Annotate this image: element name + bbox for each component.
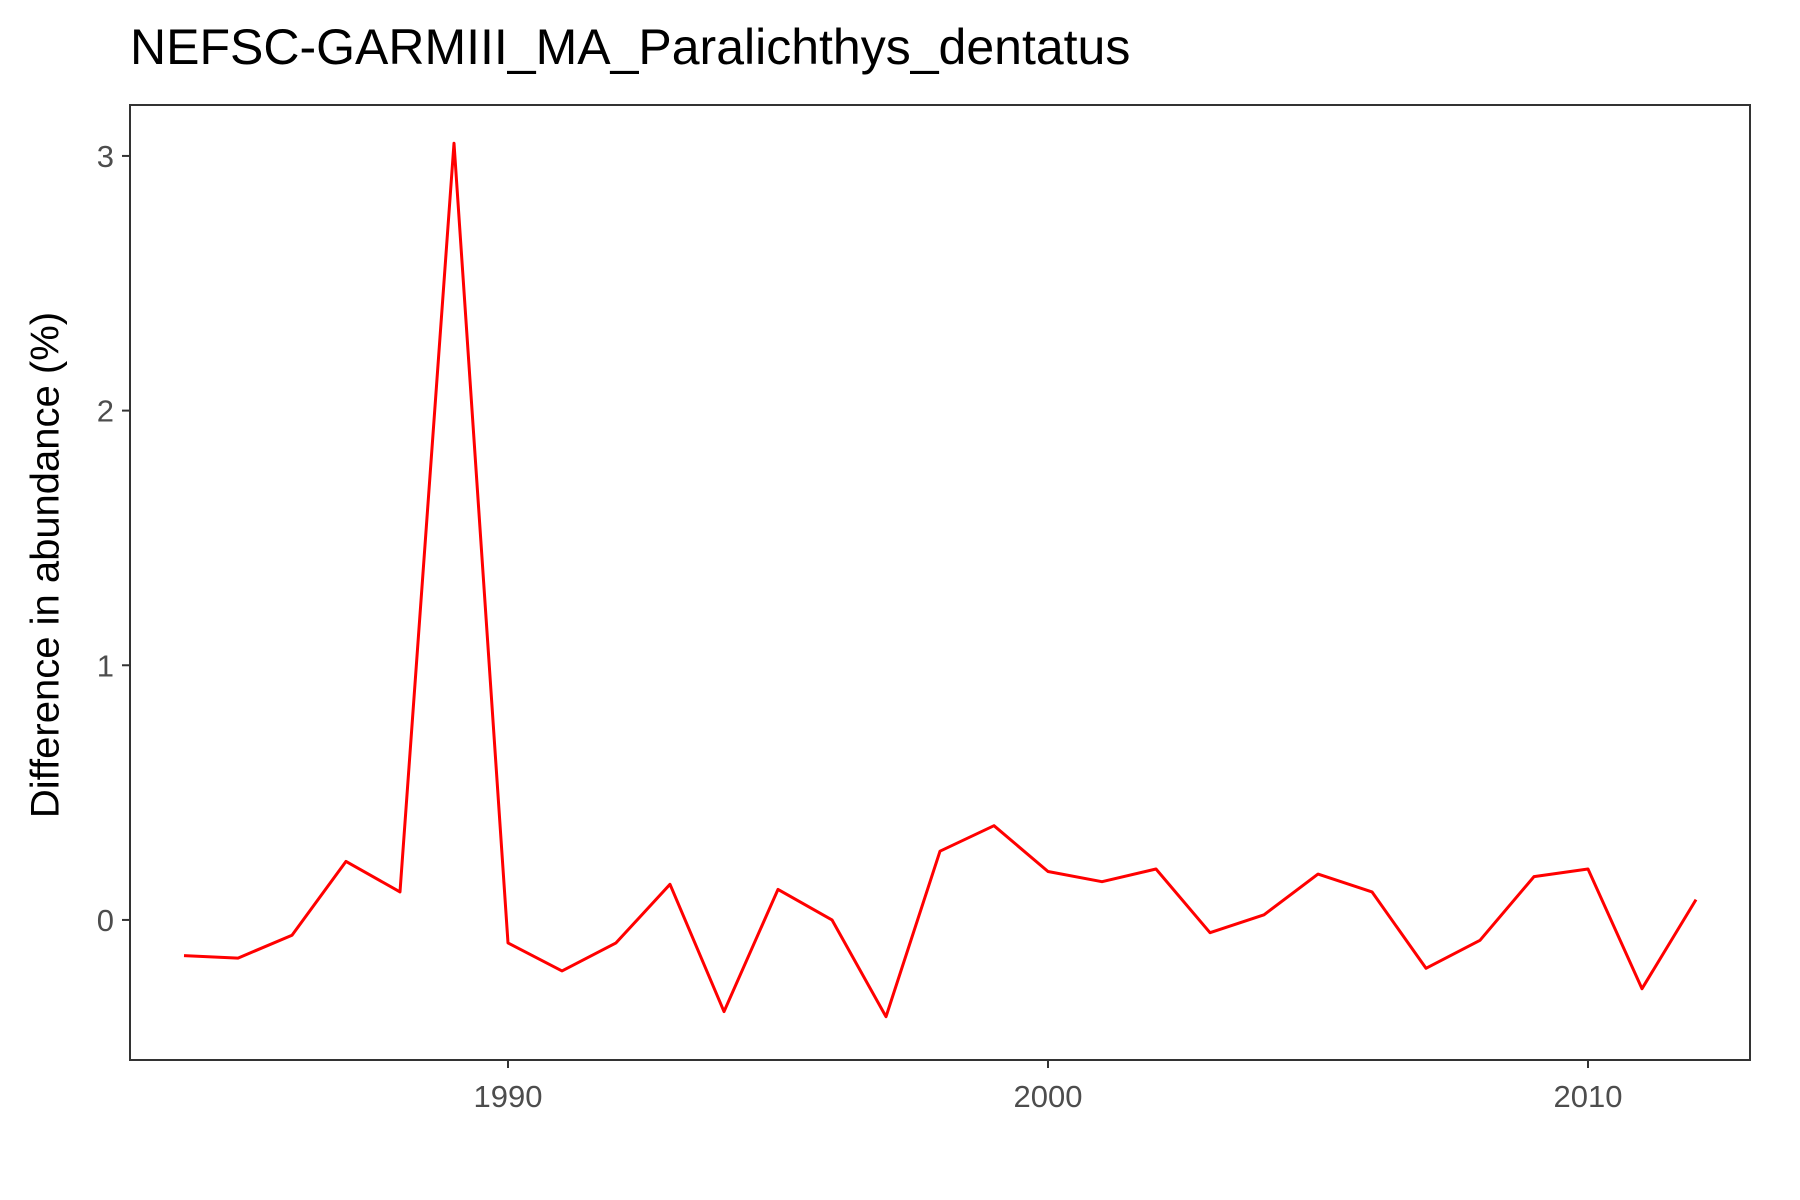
- data-point: [939, 850, 942, 853]
- x-tick-label: 2010: [1554, 1079, 1623, 1114]
- data-point: [1101, 880, 1104, 883]
- data-point: [237, 957, 240, 960]
- axis-ticks: 1990 2000 2010 0 1 2 3: [97, 139, 1623, 1114]
- data-point: [1479, 939, 1482, 942]
- data-point: [1533, 875, 1536, 878]
- data-point: [507, 941, 510, 944]
- plot-panel: [129, 104, 1751, 1061]
- data-point: [453, 142, 456, 145]
- x-tick-label: 1990: [474, 1079, 543, 1114]
- data-point: [1695, 898, 1698, 901]
- data-point: [399, 890, 402, 893]
- data-point: [1209, 931, 1212, 934]
- chart-title: NEFSC-GARMIII_MA_Paralichthys_dentatus: [130, 19, 1131, 75]
- data-point: [1263, 913, 1266, 916]
- data-point: [615, 941, 618, 944]
- data-point: [993, 824, 996, 827]
- y-tick-label: 1: [97, 648, 114, 683]
- data-point: [777, 888, 780, 891]
- data-point: [183, 954, 186, 957]
- data-point: [1371, 890, 1374, 893]
- data-point: [561, 969, 564, 972]
- data-point: [831, 918, 834, 921]
- x-tick-label: 2000: [1014, 1079, 1083, 1114]
- data-point: [1587, 868, 1590, 871]
- series-line: [183, 141, 1698, 1019]
- y-tick-label: 3: [97, 139, 114, 174]
- data-point: [669, 883, 672, 886]
- data-point: [1155, 868, 1158, 871]
- series-layer: [183, 141, 1698, 1019]
- data-point: [291, 934, 294, 937]
- data-point: [345, 860, 348, 863]
- y-tick-label: 2: [97, 394, 114, 429]
- y-tick-label: 0: [97, 903, 114, 938]
- data-point: [723, 1010, 726, 1013]
- data-point: [1425, 967, 1428, 970]
- data-point: [1047, 870, 1050, 873]
- data-point: [1641, 987, 1644, 990]
- data-point: [1317, 873, 1320, 876]
- data-point: [885, 1015, 888, 1018]
